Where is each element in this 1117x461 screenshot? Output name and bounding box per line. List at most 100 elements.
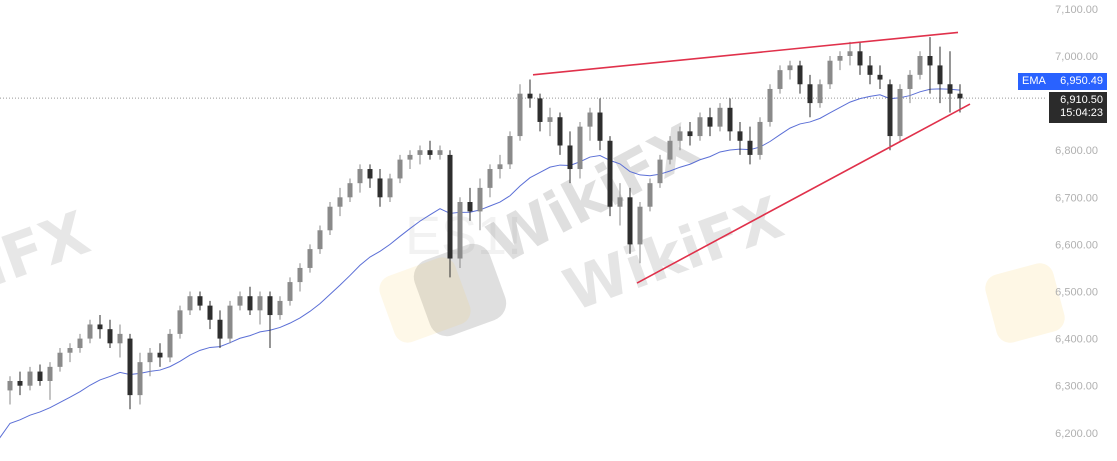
candle-down [867,65,873,75]
candle-up [397,159,403,179]
candle-up [227,305,233,339]
candle-down [217,319,223,339]
candle-up [637,206,643,245]
y-tick-label: 6,200.00 [1055,428,1098,440]
candle-up [907,74,913,89]
candle-down [627,197,633,245]
candle-down [247,296,253,311]
candle-up [827,60,833,85]
candle-up [457,202,463,259]
candle-down [947,84,953,94]
candle-down [887,84,893,137]
candle-up [117,333,123,344]
candle-up [407,154,413,160]
candle-up [187,296,193,311]
candle-down [747,140,753,155]
candle-up [587,112,593,127]
candle-down [267,296,273,316]
candle-up [547,117,553,122]
candle-down [97,324,103,330]
candle-up [277,300,283,316]
candle-down [797,65,803,85]
candle-up [387,178,393,198]
y-tick-label: 6,700.00 [1055,192,1098,204]
candle-down [687,131,693,137]
candle-up [177,310,183,334]
candle-up [647,183,653,207]
candle-down [127,338,133,396]
candle-down [707,117,713,127]
ema-label-tag: EMA [1018,73,1050,90]
candle-up [697,117,703,137]
candle-down [807,84,813,104]
candle-up [357,169,363,184]
candle-down [727,107,733,132]
candle-up [897,88,903,137]
candle-up [77,338,83,349]
candle-up [137,362,143,396]
candle-up [717,107,723,127]
candle-up [317,230,323,250]
candle-up [7,380,13,391]
y-tick-label: 6,600.00 [1055,239,1098,251]
candle-up [787,65,793,71]
candle-up [337,197,343,207]
y-tick-label: 6,500.00 [1055,287,1098,299]
bar-countdown: 15:04:23 [1060,107,1103,119]
candle-up [617,197,623,207]
candle-up [657,159,663,184]
candle-up [667,140,673,160]
candle-down [527,93,533,99]
y-tick-label: 6,800.00 [1055,145,1098,157]
candle-up [577,126,583,170]
candle-down [607,140,613,207]
candle-down [557,117,563,146]
candle-down [17,380,23,386]
last-price-tag: 6,910.50 15:04:23 [1049,92,1107,123]
candle-up [347,183,353,198]
candle-up [47,366,53,381]
last-price-value: 6,910.50 [1060,94,1103,106]
candle-down [107,329,113,344]
candle-up [487,169,493,188]
candle-down [37,371,43,381]
candle-up [307,249,313,268]
candle-down [427,150,433,155]
trendline [636,103,971,284]
candle-up [757,121,763,155]
candle-up [477,187,483,212]
candle-down [957,93,963,99]
candle-up [917,56,923,75]
candle-down [197,296,203,306]
candle-down [537,98,543,122]
candle-down [877,74,883,80]
ema-line [0,88,961,439]
candle-up [167,333,173,358]
candle-up [507,136,513,165]
candle-up [777,70,783,89]
candle-down [927,56,933,66]
candle-up [437,150,443,155]
candle-up [817,84,823,104]
candle-up [417,150,423,155]
trendline [532,31,959,76]
ema-value-tag: 6,950.49 [1049,73,1107,90]
candle-up [837,56,843,61]
candle-up [287,282,293,301]
candle-up [327,206,333,231]
candle-down [207,305,213,320]
candle-up [767,88,773,122]
candle-down [597,112,603,141]
candle-down [367,169,373,179]
candle-up [497,164,503,170]
y-tick-label: 6,400.00 [1055,334,1098,346]
y-tick-label: 7,100.00 [1055,4,1098,16]
candle-up [57,352,63,367]
candle-down [737,131,743,141]
candle-up [87,324,93,339]
candle-up [67,348,73,353]
candle-up [847,51,853,56]
candle-up [237,296,243,306]
candle-up [147,352,153,363]
